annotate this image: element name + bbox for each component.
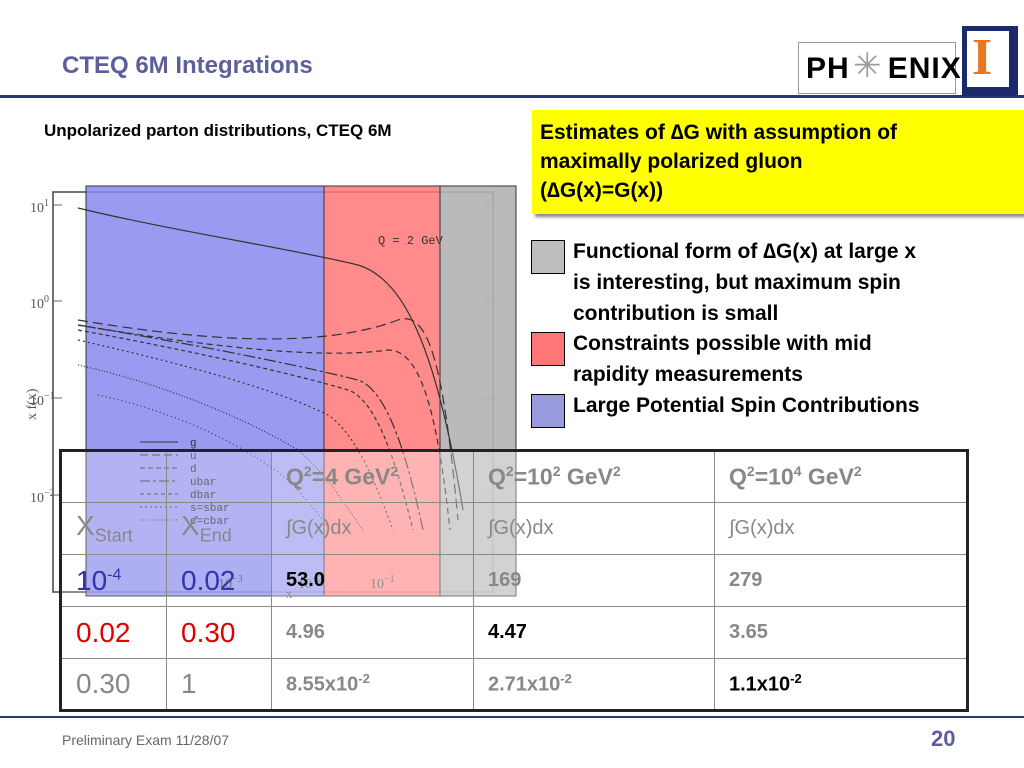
integral-header-1: ∫G(x)dx bbox=[271, 502, 474, 555]
header-q2-1e4: Q2=104 GeV2 bbox=[714, 450, 968, 503]
curve-legend-g: g bbox=[190, 438, 197, 450]
footer-divider bbox=[0, 716, 1024, 718]
curve-d bbox=[77, 324, 451, 531]
table-row: XStart XEnd ∫G(x)dx ∫G(x)dx ∫G(x)dx bbox=[60, 502, 968, 555]
x-end-header: XEnd bbox=[166, 502, 272, 555]
header-q2-4: Q2=4 GeV2 bbox=[271, 450, 474, 503]
legend-gray-line-3: contribution is small bbox=[573, 302, 779, 325]
legend-blue-text: Large Potential Spin Contributions bbox=[573, 390, 1013, 421]
curve-u bbox=[77, 318, 459, 521]
row1-xend: 0.02 bbox=[166, 554, 272, 607]
curve-cbar bbox=[77, 364, 364, 531]
ytick-label-1: 101 bbox=[30, 198, 49, 216]
curve-g bbox=[77, 207, 464, 511]
legend-red-line-1: Constraints possible with mid bbox=[573, 332, 872, 355]
table-row: 0.30 1 8.55x10-2 2.71x10-2 1.1x10-2 bbox=[60, 658, 968, 711]
x-start-header: XStart bbox=[60, 502, 167, 555]
legend-blue-line-1: Large Potential Spin Contributions bbox=[573, 394, 920, 417]
row2-q4: 4.96 bbox=[271, 606, 474, 659]
phenix-star-icon: ✳ bbox=[853, 47, 882, 85]
legend-gray-line-1: Functional form of ∆G(x) at large x bbox=[573, 240, 917, 263]
legend-gray-text: Functional form of ∆G(x) at large x is i… bbox=[573, 236, 1013, 329]
integration-table: Q2=4 GeV2 Q2=102 GeV2 Q2=104 GeV2 XStart… bbox=[59, 449, 969, 712]
row1-q4: 53.0 bbox=[271, 554, 474, 607]
slide-title: CTEQ 6M Integrations bbox=[62, 52, 313, 79]
empty-header-cell bbox=[166, 450, 272, 503]
estimate-line-1: Estimates of ∆G with assumption of bbox=[540, 121, 898, 144]
row1-q1e2: 169 bbox=[473, 554, 715, 607]
estimate-box bbox=[532, 110, 1024, 214]
row3-q1e2: 2.71x10-2 bbox=[473, 658, 715, 711]
row2-q1e4: 3.65 bbox=[714, 606, 968, 659]
legend-blue-swatch bbox=[531, 394, 565, 428]
legend-red-swatch bbox=[531, 332, 565, 366]
row2-q1e2: 4.47 bbox=[473, 606, 715, 659]
row1-xstart: 10-4 bbox=[60, 554, 167, 607]
phenix-logo-right: ENIX bbox=[887, 52, 962, 85]
phenix-logo-text: PH ENIX bbox=[806, 52, 962, 86]
row3-xend: 1 bbox=[166, 658, 272, 711]
ytick-label-3: 10−1 bbox=[30, 391, 55, 409]
yaxis-label: x f(x) bbox=[25, 388, 40, 420]
estimate-line-2: maximally polarized gluon bbox=[540, 150, 803, 173]
estimate-line-3: (∆G(x)=G(x)) bbox=[540, 179, 664, 202]
phenix-logo bbox=[798, 42, 956, 94]
row1-q1e4: 279 bbox=[714, 554, 968, 607]
integral-header-3: ∫G(x)dx bbox=[714, 502, 968, 555]
table-row: Q2=4 GeV2 Q2=102 GeV2 Q2=104 GeV2 bbox=[60, 450, 968, 503]
q-scale-label: Q = 2 GeV bbox=[378, 234, 444, 248]
row2-xstart: 0.02 bbox=[60, 606, 167, 659]
phenix-logo-left: PH bbox=[806, 52, 850, 85]
curve-extra bbox=[97, 394, 331, 531]
legend-red-text: Constraints possible with mid rapidity m… bbox=[573, 328, 1013, 390]
legend-gray-line-2: is interesting, but maximum spin bbox=[573, 271, 901, 294]
table-row: 10-4 0.02 53.0 169 279 bbox=[60, 554, 968, 607]
row3-q1e4: 1.1x10-2 bbox=[714, 658, 968, 711]
plot-subtitle: Unpolarized parton distributions, CTEQ 6… bbox=[44, 121, 392, 140]
row3-xstart: 0.30 bbox=[60, 658, 167, 711]
header-divider bbox=[0, 95, 1024, 98]
estimate-box-text: Estimates of ∆G with assumption of maxim… bbox=[540, 118, 1000, 205]
table-row: 0.02 0.30 4.96 4.47 3.65 bbox=[60, 606, 968, 659]
legend-red-line-2: rapidity measurements bbox=[573, 363, 803, 386]
empty-header-cell bbox=[60, 450, 167, 503]
ytick-label-4: 10−2 bbox=[30, 488, 55, 506]
illinois-shield-letter: I bbox=[972, 29, 993, 86]
row2-xend: 0.30 bbox=[166, 606, 272, 659]
curve-sbar bbox=[77, 339, 394, 531]
illinois-shield-inner bbox=[967, 31, 1009, 87]
footer-text: Preliminary Exam 11/28/07 bbox=[62, 732, 230, 748]
page-number: 20 bbox=[931, 726, 956, 751]
legend-gray-swatch bbox=[531, 240, 565, 274]
ytick-label-2: 100 bbox=[30, 294, 49, 312]
integral-header-2: ∫G(x)dx bbox=[473, 502, 715, 555]
header-q2-1e2: Q2=102 GeV2 bbox=[473, 450, 715, 503]
row3-q4: 8.55x10-2 bbox=[271, 658, 474, 711]
